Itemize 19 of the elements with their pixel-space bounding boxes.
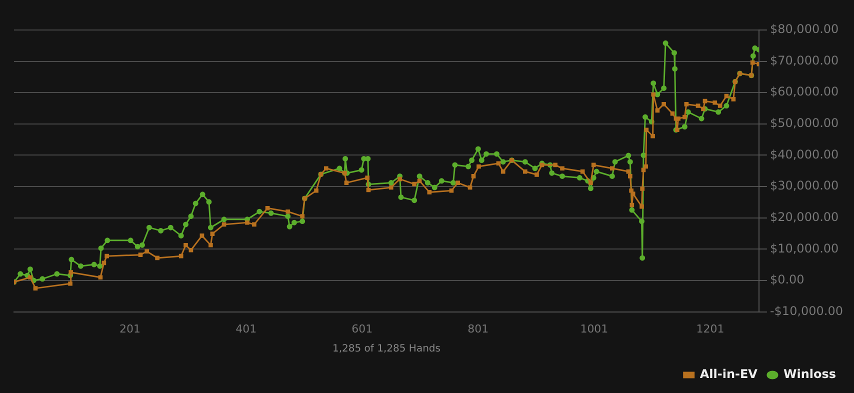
y-tick-label: $60,000.00 [770,84,839,99]
x-tick-label: 1001 [580,322,608,336]
y-tick-label: $20,000.00 [770,210,839,224]
y-tick-label: $10,000.00 [770,241,839,256]
y-tick-label: $80,000.00 [770,22,839,36]
x-tick-label: 601 [352,322,373,336]
y-tick-label: $30,000.00 [770,178,839,193]
y-tick-label: $70,000.00 [770,53,839,68]
x-tick-label: 1201 [696,322,724,336]
y-tick-label: $0.00 [770,272,804,287]
y-tick-label: $50,000.00 [770,116,839,130]
y-tick-label: $40,000.00 [770,147,839,162]
y-tick-label: -$10,000.00 [770,304,844,318]
x-tick-label: 801 [468,322,489,336]
legend-label: All-in-EV [700,367,758,382]
legend-label: Winloss [783,367,836,382]
x-tick-label: 401 [236,322,257,336]
x-tick-label: 201 [120,322,141,336]
x-axis-title: 1,285 of 1,285 Hands [332,344,440,355]
